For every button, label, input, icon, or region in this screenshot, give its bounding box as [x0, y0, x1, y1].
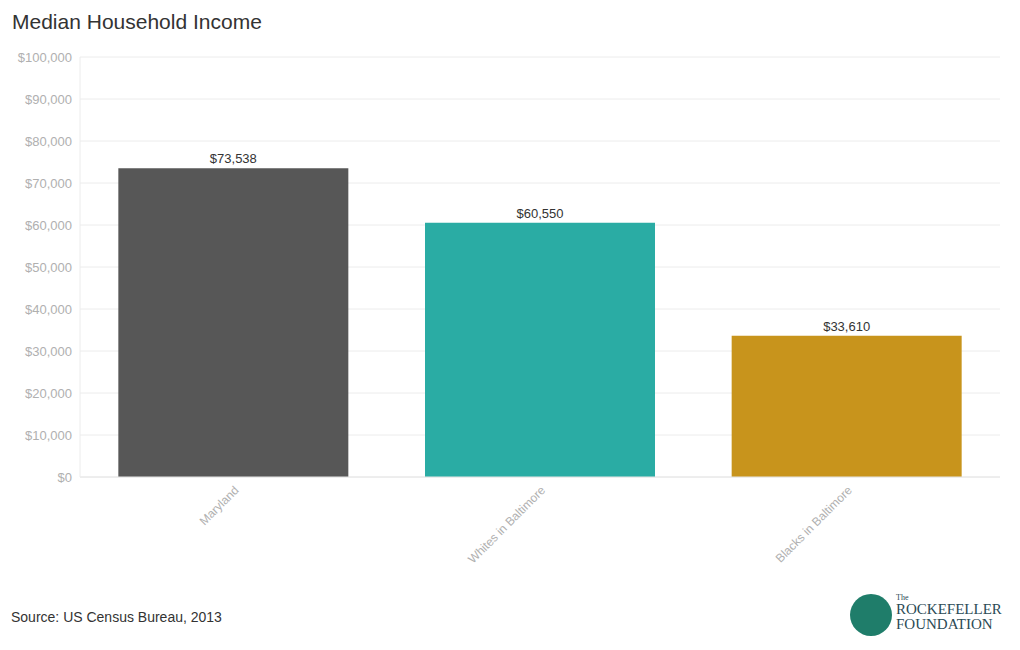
- svg-text:$80,000: $80,000: [25, 134, 72, 149]
- svg-text:$20,000: $20,000: [25, 386, 72, 401]
- svg-text:$100,000: $100,000: [18, 50, 72, 65]
- svg-text:$60,000: $60,000: [25, 218, 72, 233]
- svg-text:$40,000: $40,000: [25, 302, 72, 317]
- html-text:Median Household Income: Median Household Income: [12, 10, 262, 33]
- html-text:The: The: [896, 593, 909, 602]
- svg-text:$30,000: $30,000: [25, 344, 72, 359]
- svg-text:$0: $0: [58, 470, 72, 485]
- svg-text:Maryland: Maryland: [197, 483, 242, 528]
- svg-text:$50,000: $50,000: [25, 260, 72, 275]
- svg-text:$70,000: $70,000: [25, 176, 72, 191]
- html-text:ROCKEFELLER: ROCKEFELLER: [896, 601, 1002, 617]
- svg-text:Whites in Baltimore: Whites in Baltimore: [465, 483, 548, 566]
- svg-text:$73,538: $73,538: [210, 151, 257, 166]
- html-text:FOUNDATION: FOUNDATION: [896, 616, 993, 632]
- svg-text:$10,000: $10,000: [25, 428, 72, 443]
- svg-text:Blacks in Baltimore: Blacks in Baltimore: [773, 483, 855, 565]
- svg-text:$33,610: $33,610: [823, 319, 870, 334]
- svg-text:$60,550: $60,550: [517, 206, 564, 221]
- svg-text:$90,000: $90,000: [25, 92, 72, 107]
- html-text:Source: US Census Bureau, 2013: Source: US Census Bureau, 2013: [11, 609, 222, 625]
